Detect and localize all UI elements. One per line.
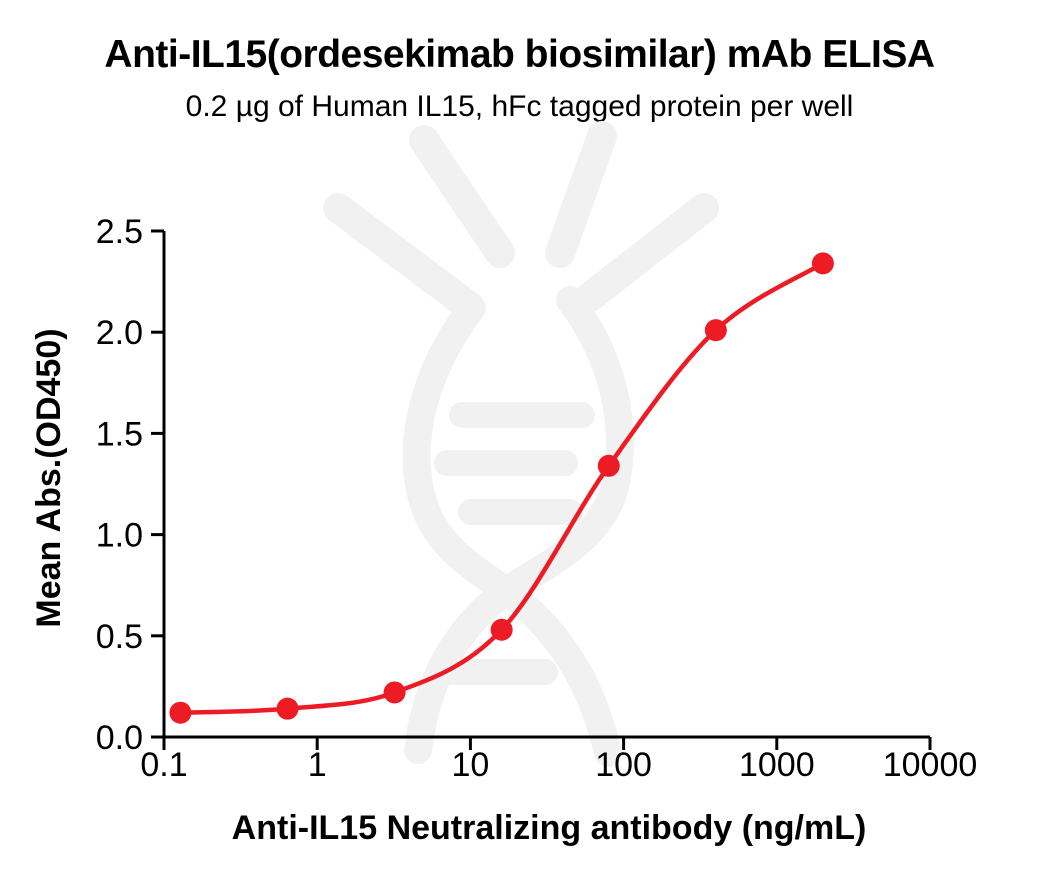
chart-title: Anti-IL15(ordesekimab biosimilar) mAb EL… (104, 33, 935, 76)
axes: 0.1 1 10 100 1000 10000 0.0 0.5 1.0 1.5 2.0 2.5 (96, 213, 978, 784)
data-point (490, 618, 513, 641)
y-tick-label: 0.0 (96, 719, 143, 757)
x-tick-label: 1000 (739, 746, 815, 784)
data-point (811, 252, 834, 275)
y-tick-label: 2.5 (96, 213, 143, 251)
x-tick-label: 10 (451, 746, 489, 784)
data-point (597, 454, 620, 477)
chart-subtitle: 0.2 µg of Human IL15, hFc tagged protein… (185, 90, 854, 123)
dose-response-series (169, 252, 834, 724)
y-tick-label: 2.0 (96, 314, 143, 352)
data-point (704, 319, 727, 342)
x-tick-label: 0.1 (140, 746, 187, 784)
x-tick-label: 1 (308, 746, 327, 784)
data-point (169, 701, 192, 724)
x-tick-label: 10000 (883, 746, 978, 784)
y-tick-label: 0.5 (96, 618, 143, 656)
y-tick-label: 1.5 (96, 415, 143, 453)
y-tick-label: 1.0 (96, 517, 143, 555)
data-point (276, 697, 299, 720)
data-point (383, 681, 406, 704)
antibody-dna-watermark-icon (323, 121, 719, 767)
x-tick-label: 100 (595, 746, 652, 784)
x-axis-title: Anti-IL15 Neutralizing antibody (ng/mL) (232, 809, 867, 847)
y-axis-title: Mean Abs.(OD450) (30, 328, 68, 627)
